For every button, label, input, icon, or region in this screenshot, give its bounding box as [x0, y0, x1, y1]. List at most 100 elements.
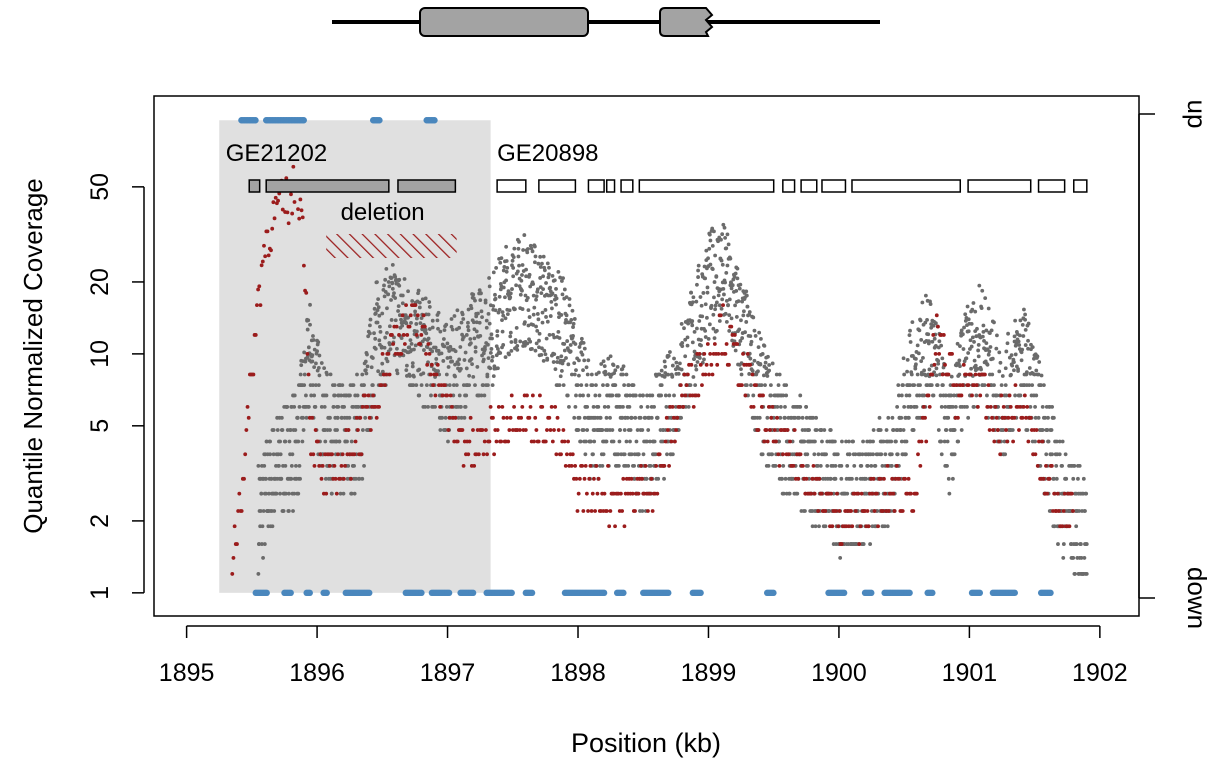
right-axis-label-down: down [1182, 567, 1212, 629]
red-point [438, 404, 443, 409]
gray-point [998, 360, 1003, 365]
gray-point [1052, 524, 1057, 529]
gray-point [386, 292, 391, 297]
gray-point [296, 439, 301, 444]
deletion-hatch [326, 234, 457, 258]
gray-point [387, 324, 392, 329]
gray-point [927, 367, 932, 372]
gray-point [382, 283, 386, 288]
gray-point [360, 428, 365, 432]
red-point [865, 509, 870, 513]
gray-point [275, 428, 280, 432]
gray-point [531, 293, 536, 298]
gray-point [713, 303, 718, 308]
red-point [377, 404, 381, 409]
gray-point [508, 295, 513, 300]
gray-point [601, 383, 605, 388]
gray-point [773, 463, 778, 468]
x-tick-label: 1896 [289, 659, 345, 687]
gray-point [618, 428, 622, 432]
blue-down-marker [323, 589, 330, 597]
gray-point [914, 404, 919, 409]
gray-point [622, 383, 627, 388]
red-point [431, 383, 435, 388]
gray-point [302, 372, 307, 377]
gray-point [966, 329, 971, 334]
gray-point [990, 356, 995, 361]
red-point [276, 198, 280, 203]
red-point [766, 404, 771, 409]
red-point [543, 439, 548, 444]
blue-down-marker [665, 589, 672, 597]
gray-point [419, 316, 424, 321]
gray-point [363, 415, 368, 420]
gray-point [690, 319, 695, 323]
red-point [415, 313, 420, 318]
red-point [943, 362, 947, 367]
gray-point [727, 313, 732, 318]
gray-point [527, 272, 532, 277]
gray-point [581, 428, 586, 432]
gray-point [540, 346, 544, 351]
gray-point [585, 404, 590, 409]
red-point [1035, 463, 1040, 468]
exon-GE20898 [851, 179, 962, 193]
gray-point [541, 287, 546, 292]
gray-point [640, 428, 645, 432]
gray-point [705, 315, 709, 320]
gray-point [305, 327, 310, 332]
red-point [924, 439, 929, 444]
red-point [449, 404, 454, 409]
red-point [500, 404, 505, 409]
gray-point [385, 330, 389, 335]
gray-point [923, 293, 928, 298]
gray-point [735, 276, 740, 281]
red-point [674, 428, 679, 432]
gray-point [295, 415, 300, 420]
gray-point [497, 307, 502, 312]
gray-point [360, 476, 365, 481]
gray-point [501, 285, 506, 290]
red-point [716, 351, 721, 356]
gray-point [494, 266, 499, 270]
gray-point [1077, 463, 1082, 468]
gray-point [319, 404, 324, 409]
red-point [673, 439, 677, 444]
red-point [384, 372, 388, 377]
red-point [876, 524, 880, 529]
red-point [581, 509, 586, 513]
gray-point [525, 341, 530, 346]
red-point [243, 452, 248, 457]
gray-point [1045, 428, 1050, 432]
gray-point [423, 404, 428, 409]
gray-point [717, 303, 722, 308]
gray-point [591, 452, 595, 457]
red-point [682, 372, 687, 377]
gray-point [332, 383, 337, 388]
gray-point [556, 330, 561, 334]
red-point [533, 415, 538, 420]
gray-point [869, 463, 874, 468]
gray-point [905, 369, 910, 374]
gray-point [510, 258, 515, 263]
red-point [1056, 509, 1061, 513]
gray-point [655, 415, 660, 420]
red-point [729, 324, 734, 329]
red-point [1044, 463, 1048, 468]
gray-point [489, 347, 494, 351]
gray-point [600, 463, 605, 468]
red-point [488, 404, 493, 409]
red-point [573, 463, 578, 468]
gray-point [950, 476, 955, 481]
gray-point [949, 393, 954, 398]
gray-point [1050, 404, 1055, 409]
gray-point [690, 323, 695, 328]
gray-point [1082, 556, 1087, 560]
red-point [230, 572, 235, 576]
gray-point [749, 383, 753, 388]
gray-point [790, 439, 795, 444]
gray-point [376, 369, 381, 374]
gray-point [1030, 345, 1035, 350]
gray-point [375, 280, 379, 285]
red-point [259, 263, 264, 268]
